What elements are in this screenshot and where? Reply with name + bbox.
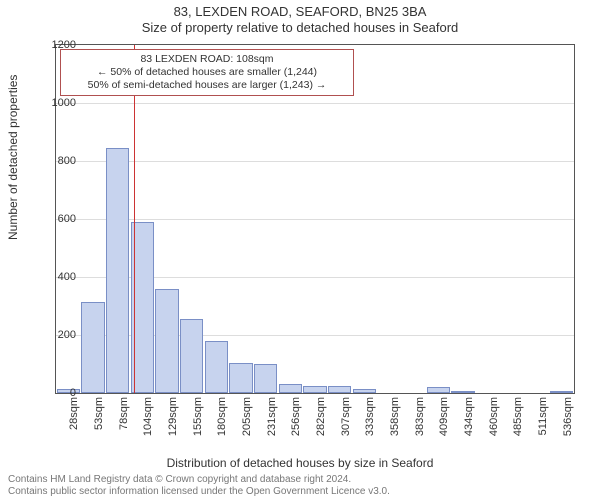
x-tick-label: 53sqm [93,397,105,447]
y-tick-label: 600 [36,213,76,225]
histogram-bar [427,387,450,393]
x-tick-label: 460sqm [488,397,500,447]
marker-line [134,45,135,393]
histogram-bar [279,384,302,393]
x-tick-label: 282sqm [315,397,327,447]
histogram-bar [106,148,129,393]
histogram-bar [229,363,252,393]
x-tick-label: 307sqm [340,397,352,447]
x-tick-label: 78sqm [118,397,130,447]
footer-line: Contains HM Land Registry data © Crown c… [8,474,592,486]
y-tick-label: 800 [36,155,76,167]
footer-attribution: Contains HM Land Registry data © Crown c… [8,474,592,498]
y-tick-label: 400 [36,271,76,283]
annotation-box: 83 LEXDEN ROAD: 108sqm← 50% of detached … [60,49,354,96]
histogram-bar [451,391,474,393]
chart-container: { "chart": { "type": "histogram", "title… [0,0,600,500]
plot-area: 83 LEXDEN ROAD: 108sqm← 50% of detached … [55,44,575,394]
x-tick-label: 358sqm [389,397,401,447]
x-tick-label: 333sqm [364,397,376,447]
histogram-bar [254,364,277,393]
x-tick-label: 155sqm [192,397,204,447]
x-tick-label: 383sqm [414,397,426,447]
y-tick-label: 1000 [36,97,76,109]
x-tick-label: 511sqm [537,397,549,447]
title-main: 83, LEXDEN ROAD, SEAFORD, BN25 3BA [0,4,600,19]
annotation-line: 83 LEXDEN ROAD: 108sqm [67,53,347,66]
x-tick-label: 231sqm [266,397,278,447]
x-tick-label: 28sqm [68,397,80,447]
x-tick-label: 129sqm [167,397,179,447]
x-tick-label: 536sqm [562,397,574,447]
x-tick-label: 180sqm [216,397,228,447]
y-axis-label: Number of detached properties [6,75,20,240]
histogram-bar [81,302,104,393]
footer-line: Contains public sector information licen… [8,486,592,498]
annotation-line: ← 50% of detached houses are smaller (1,… [67,66,347,79]
x-tick-label: 434sqm [463,397,475,447]
y-tick-label: 1200 [36,39,76,51]
x-tick-label: 485sqm [512,397,524,447]
annotation-line: 50% of semi-detached houses are larger (… [67,79,347,92]
histogram-bar [328,386,351,393]
x-axis-label: Distribution of detached houses by size … [0,456,600,470]
histogram-bar [303,386,326,393]
x-tick-label: 104sqm [142,397,154,447]
x-tick-label: 205sqm [241,397,253,447]
title-sub: Size of property relative to detached ho… [0,20,600,35]
x-tick-label: 409sqm [438,397,450,447]
histogram-bar [353,389,376,393]
x-tick-label: 256sqm [290,397,302,447]
histogram-bar [180,319,203,393]
histogram-bar [205,341,228,393]
histogram-bar [550,391,573,393]
y-tick-label: 200 [36,329,76,341]
histogram-bar [155,289,178,393]
